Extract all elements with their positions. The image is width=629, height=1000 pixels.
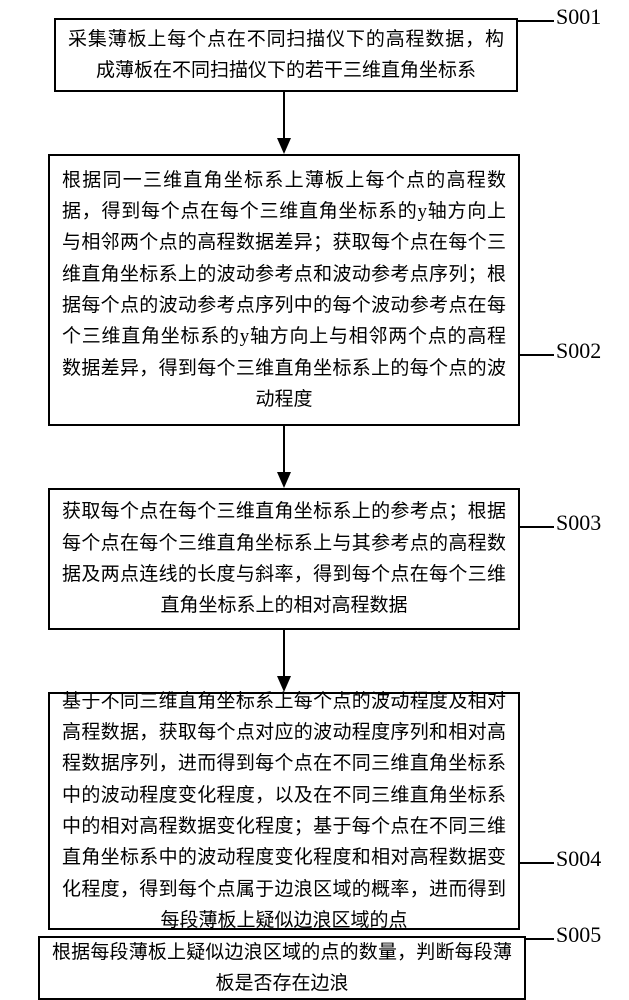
flowchart-canvas: 采集薄板上每个点在不同扫描仪下的高程数据，构成薄板在不同扫描仪下的若干三维直角坐…	[0, 0, 629, 1000]
leader-line	[518, 20, 554, 22]
flow-node-text: 基于不同三维直角坐标系上每个点的波动程度及相对高程数据，获取每个点对应的波动程度…	[62, 686, 506, 937]
flow-node-text: 根据同一三维直角坐标系上薄板上每个点的高程数据，得到每个点在每个三维直角坐标系的…	[62, 165, 506, 416]
leader-line	[526, 938, 554, 940]
step-label-S002: S002	[556, 338, 601, 364]
step-label-S001: S001	[556, 4, 601, 30]
flow-node-text: 获取每个点在每个三维直角坐标系上的参考点；根据每个点在每个三维直角坐标系上与其参…	[62, 496, 506, 621]
flow-node-text: 根据每段薄板上疑似边浪区域的点的数量，判断每段薄板是否存在边浪	[52, 937, 512, 1000]
flow-node-S002: 根据同一三维直角坐标系上薄板上每个点的高程数据，得到每个点在每个三维直角坐标系的…	[48, 154, 520, 426]
arrow-down-icon	[264, 630, 304, 692]
step-label-S004: S004	[556, 846, 601, 872]
leader-line	[520, 862, 554, 864]
step-label-S003: S003	[556, 510, 601, 536]
leader-line	[520, 354, 554, 356]
arrow-down-icon	[264, 92, 304, 154]
flow-node-text: 采集薄板上每个点在不同扫描仪下的高程数据，构成薄板在不同扫描仪下的若干三维直角坐…	[68, 24, 504, 87]
step-label-S005: S005	[556, 922, 601, 948]
flow-node-S003: 获取每个点在每个三维直角坐标系上的参考点；根据每个点在每个三维直角坐标系上与其参…	[48, 488, 520, 630]
leader-line	[520, 526, 554, 528]
arrow-down-icon	[264, 426, 304, 488]
flow-node-S004: 基于不同三维直角坐标系上每个点的波动程度及相对高程数据，获取每个点对应的波动程度…	[48, 692, 520, 930]
flow-node-S005: 根据每段薄板上疑似边浪区域的点的数量，判断每段薄板是否存在边浪	[38, 936, 526, 1000]
flow-node-S001: 采集薄板上每个点在不同扫描仪下的高程数据，构成薄板在不同扫描仪下的若干三维直角坐…	[54, 18, 518, 92]
